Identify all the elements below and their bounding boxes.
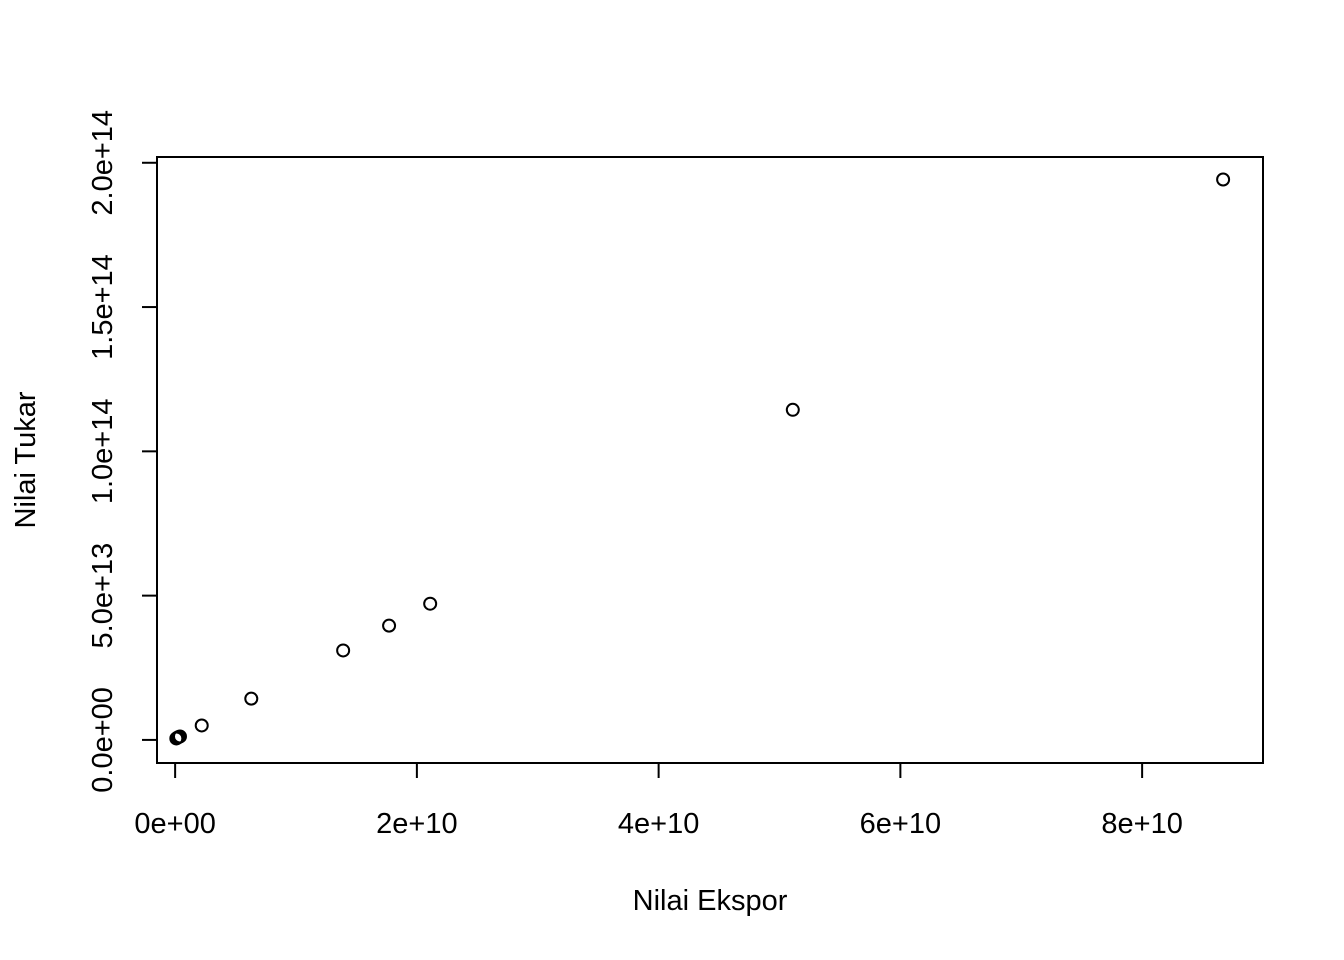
- data-point: [172, 729, 187, 744]
- data-point: [244, 691, 259, 706]
- x-tick-label: 6e+10: [860, 808, 941, 840]
- data-point: [336, 643, 351, 658]
- y-tick-label: 1.5e+14: [87, 254, 119, 360]
- x-tick-label: 2e+10: [376, 808, 457, 840]
- y-tick-label: 5.0e+13: [87, 543, 119, 649]
- data-points: [169, 172, 1231, 746]
- x-tick-label: 4e+10: [618, 808, 699, 840]
- y-tick-label: 1.0e+14: [87, 399, 119, 505]
- data-point: [382, 618, 397, 633]
- x-axis-title: Nilai Ekspor: [633, 885, 788, 917]
- data-point: [194, 718, 209, 733]
- data-point: [423, 596, 438, 611]
- x-axis: 0e+00 2e+10 4e+10 6e+10 8e+10: [134, 762, 1183, 840]
- x-tick-label: 8e+10: [1101, 808, 1182, 840]
- plot-box: [156, 156, 1264, 764]
- y-axis-title: Nilai Tukar: [10, 391, 42, 528]
- data-point: [1216, 172, 1231, 187]
- y-tick-label: 0.0e+00: [87, 687, 119, 793]
- data-point: [785, 402, 800, 417]
- y-axis: 0.0e+00 5.0e+13 1.0e+14 1.5e+14 2.0e+14: [87, 110, 158, 793]
- y-tick-label: 2.0e+14: [87, 110, 119, 216]
- x-tick-label: 0e+00: [134, 808, 215, 840]
